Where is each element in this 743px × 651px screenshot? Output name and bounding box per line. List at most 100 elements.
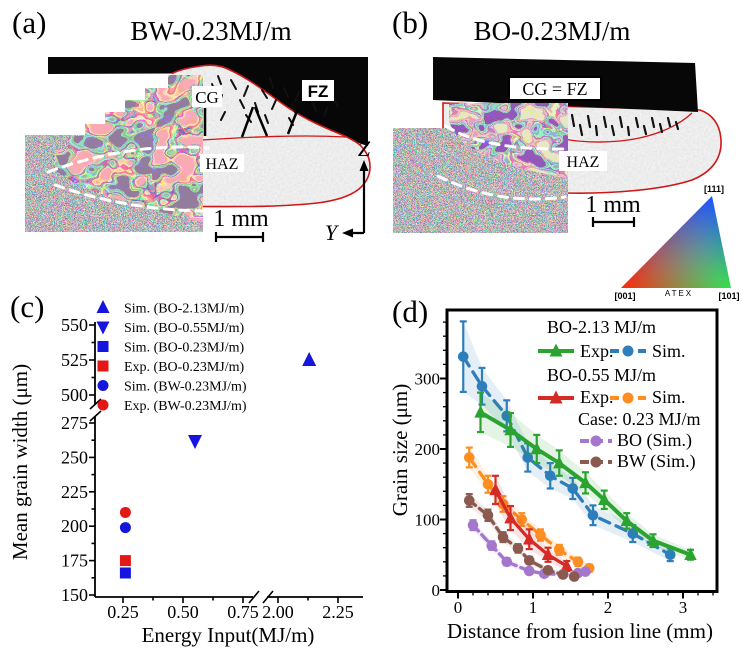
svg-text:0.75: 0.75: [227, 602, 259, 622]
svg-text:0: 0: [454, 598, 463, 617]
ipf-111-label: [111]: [704, 184, 724, 194]
svg-text:Sim. (BO-2.13MJ/m): Sim. (BO-2.13MJ/m): [124, 302, 245, 317]
panel-a: (a) BW-0.23MJ/m CG FZ HAZ 1 mm Z Y: [12, 5, 371, 245]
svg-text:3: 3: [679, 598, 688, 617]
fz-label-box-a: [302, 80, 334, 101]
svg-text:100: 100: [415, 511, 441, 530]
ipf-001-label: [001]: [614, 291, 635, 301]
svg-text:0.25: 0.25: [107, 602, 139, 622]
svg-text:0: 0: [432, 581, 441, 600]
y-axis-label: Y: [325, 220, 340, 245]
panel-c-tag: (c): [10, 289, 44, 324]
svg-text:BW (Sim.): BW (Sim.): [617, 451, 696, 472]
svg-text:150: 150: [61, 585, 88, 605]
cgfz-label-box-b: [508, 76, 602, 101]
svg-text:Sim. (BW-0.23MJ/m): Sim. (BW-0.23MJ/m): [124, 380, 247, 395]
svg-text:275: 275: [61, 413, 88, 433]
panel-c-xlabel: Energy Input(MJ/m): [142, 623, 315, 647]
coordinate-axes: Z Y: [325, 136, 371, 245]
panel-c-legend: Sim. (BO-2.13MJ/m) Sim. (BO-0.55MJ/m) Sim.…: [96, 300, 247, 414]
panel-c-ticks: [89, 324, 339, 603]
panel-d: 0 1 2 3 0 100 200 300 Distance from fusion line …: [388, 308, 719, 643]
panel-d-xlabel: Distance from fusion line (mm): [447, 619, 713, 643]
haz-dashed-arc-upper-a: [46, 145, 210, 174]
series-exp-bo-0.55: [489, 474, 573, 573]
scale-bar-line-b: [591, 217, 636, 227]
svg-text:0.50: 0.50: [167, 602, 199, 622]
svg-text:Sim.: Sim.: [652, 387, 686, 407]
haz-label-box-b: [559, 151, 607, 171]
svg-text:2: 2: [604, 598, 613, 617]
svg-text:500: 500: [61, 385, 88, 405]
svg-text:200: 200: [61, 516, 88, 536]
svg-text:550: 550: [61, 315, 88, 335]
panel-d-border: [445, 308, 719, 593]
scale-bar-b: 1 mm: [585, 192, 641, 227]
svg-text:Exp. (BW-0.23MJ/m): Exp. (BW-0.23MJ/m): [124, 399, 247, 414]
ebsd-grain-map-a: [55, 75, 203, 222]
ipf-watermark: ATEX: [665, 289, 693, 298]
svg-text:Sim. (BO-0.55MJ/m): Sim. (BO-0.55MJ/m): [124, 321, 245, 336]
fz-lower-boundary-a: [201, 135, 347, 141]
ipf-101-label: [101]: [718, 291, 739, 301]
svg-text:2.25: 2.25: [322, 602, 354, 622]
series-sim-bw-0.23: [463, 493, 580, 582]
svg-text:250: 250: [61, 447, 88, 467]
svg-text:1: 1: [529, 598, 538, 617]
svg-text:225: 225: [61, 482, 88, 502]
haz-label-b: HAZ: [567, 154, 600, 171]
svg-text:Exp.: Exp.: [580, 341, 614, 361]
haz-label-box-a: [200, 154, 244, 172]
svg-text:Exp.: Exp.: [580, 387, 614, 407]
panel-d-ylabel: Grain size (μm): [388, 384, 412, 517]
black-torch-region-a: [48, 57, 368, 146]
panel-b-title: BO-0.23MJ/m: [474, 16, 631, 46]
z-axis-arrowhead: [359, 160, 369, 171]
cg-label-a: CG: [195, 88, 219, 107]
haz-dashed-arc-lower-a: [53, 183, 207, 213]
panel-c-points: [119, 351, 317, 579]
svg-text:300: 300: [415, 370, 441, 389]
haz-dashed-arc-lower-b: [436, 174, 567, 201]
scale-bar-text-a: 1 mm: [213, 206, 269, 232]
scale-bar-line-a: [214, 232, 265, 242]
panel-d-tick-labels: 0 1 2 3 0 100 200 300: [415, 370, 688, 618]
svg-text:Exp. (BO-0.23MJ/m): Exp. (BO-0.23MJ/m): [124, 360, 245, 375]
z-axis-label: Z: [358, 136, 371, 161]
haz-label-a: HAZ: [206, 156, 239, 173]
series-exp-bo-2.13: [474, 391, 697, 561]
panel-a-tag: (a): [12, 5, 46, 40]
svg-text:Sim. (BO-0.23MJ/m): Sim. (BO-0.23MJ/m): [124, 341, 245, 356]
svg-text:Sim.: Sim.: [652, 341, 686, 361]
panel-c-axes: [89, 322, 363, 604]
panel-d-tag: (d): [392, 294, 428, 329]
scale-bar-a: 1 mm: [213, 206, 269, 242]
fz-label-a: FZ: [308, 82, 329, 101]
svg-text:BO-0.55 MJ/m: BO-0.55 MJ/m: [547, 365, 656, 385]
cg-label-box-a: [192, 86, 222, 107]
svg-text:175: 175: [61, 551, 88, 571]
svg-text:200: 200: [415, 440, 441, 459]
svg-text:Case: 0.23 MJ/m: Case: 0.23 MJ/m: [578, 409, 701, 429]
y-axis-arrowhead: [342, 228, 353, 238]
cg-annotation-lines-a: [203, 106, 299, 138]
panel-c-ylabel: Mean grain width (μm): [8, 364, 32, 560]
svg-text:BO-2.13 MJ/m: BO-2.13 MJ/m: [547, 317, 656, 337]
panel-a-title: BW-0.23MJ/m: [130, 16, 291, 46]
panel-b-tag: (b): [392, 5, 428, 40]
svg-text:525: 525: [61, 350, 88, 370]
series-sim-bo-0.55: [463, 446, 595, 574]
svg-text:2.00: 2.00: [262, 602, 294, 622]
fusion-zone-outline-a: [171, 64, 371, 208]
scale-bar-text-b: 1 mm: [585, 192, 641, 218]
haz-dashed-arc-upper-b: [431, 114, 565, 151]
cgfz-label-b: CG = FZ: [522, 79, 587, 99]
svg-text:BO (Sim.): BO (Sim.): [617, 430, 692, 451]
ebsd-grain-map-b: [449, 103, 568, 178]
